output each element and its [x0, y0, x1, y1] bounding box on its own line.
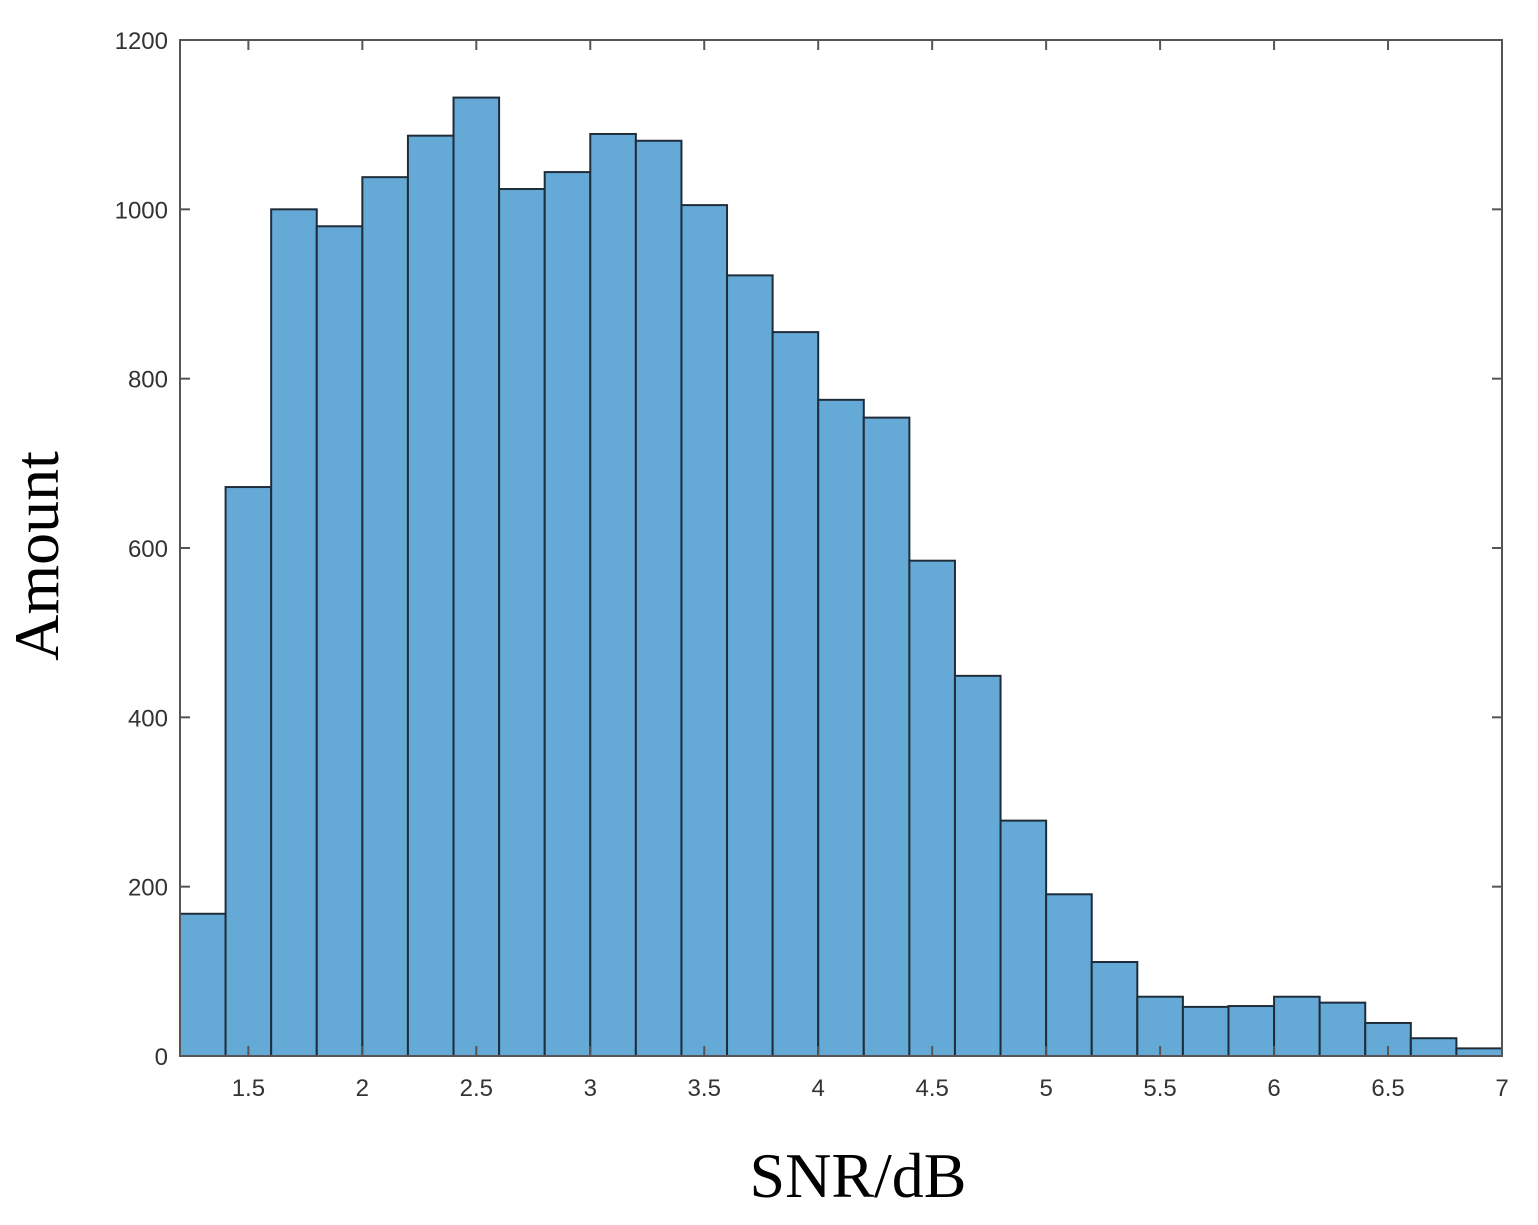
bar	[999, 819, 1048, 1057]
bar	[1181, 1005, 1230, 1057]
x-tick-label: 2.5	[460, 1075, 493, 1102]
bar	[908, 559, 956, 1057]
bar	[315, 225, 364, 1057]
bar	[406, 134, 455, 1057]
x-tick-label: 6	[1267, 1075, 1280, 1102]
bar	[270, 208, 318, 1058]
bar	[862, 416, 911, 1057]
bar	[953, 674, 1002, 1057]
bar	[634, 139, 683, 1057]
x-tick-label: 7	[1495, 1075, 1508, 1102]
y-tick-label: 800	[128, 367, 168, 394]
bar	[726, 274, 774, 1057]
x-tick-label: 6.5	[1371, 1075, 1404, 1102]
bar	[452, 96, 501, 1058]
y-tick-label: 0	[155, 1044, 168, 1071]
x-tick-label: 4.5	[915, 1075, 948, 1102]
bar	[361, 176, 409, 1058]
x-tick-label: 3	[584, 1075, 597, 1102]
x-tick-label: 3.5	[688, 1075, 721, 1102]
bar	[1045, 893, 1093, 1058]
y-axis-title: Amount	[1, 451, 72, 661]
bar	[817, 398, 865, 1058]
x-tick-label: 5	[1039, 1075, 1052, 1102]
y-tick-label: 1200	[115, 28, 168, 55]
bar	[498, 188, 546, 1058]
bar	[1090, 961, 1139, 1058]
bar	[1455, 1047, 1504, 1058]
bar	[771, 331, 820, 1058]
bar	[179, 912, 227, 1058]
bar	[1318, 1001, 1367, 1057]
bar	[589, 132, 637, 1058]
y-tick-label: 1000	[115, 197, 168, 224]
bar	[680, 204, 729, 1058]
x-tick-label: 4	[812, 1075, 825, 1102]
bar	[543, 171, 592, 1057]
x-tick-label: 5.5	[1143, 1075, 1176, 1102]
x-tick-label: 1.5	[232, 1075, 265, 1102]
bars-group	[179, 96, 1504, 1058]
y-tick-label: 600	[128, 536, 168, 563]
y-tick-label: 200	[128, 875, 168, 902]
bar	[1409, 1037, 1458, 1057]
x-axis-title: SNR/dB	[750, 1140, 967, 1211]
x-tick-label: 2	[356, 1075, 369, 1102]
x-axis: 1.5 2 2.5 3 3.5 4 4.5 5 5.5 6 6.5 7	[232, 40, 1509, 1102]
y-tick-label: 400	[128, 705, 168, 732]
y-axis: 0 200 400 600 800 1000 1200	[115, 28, 1502, 1071]
bar	[1227, 1005, 1276, 1058]
bar	[1273, 995, 1321, 1058]
bar	[224, 486, 273, 1058]
